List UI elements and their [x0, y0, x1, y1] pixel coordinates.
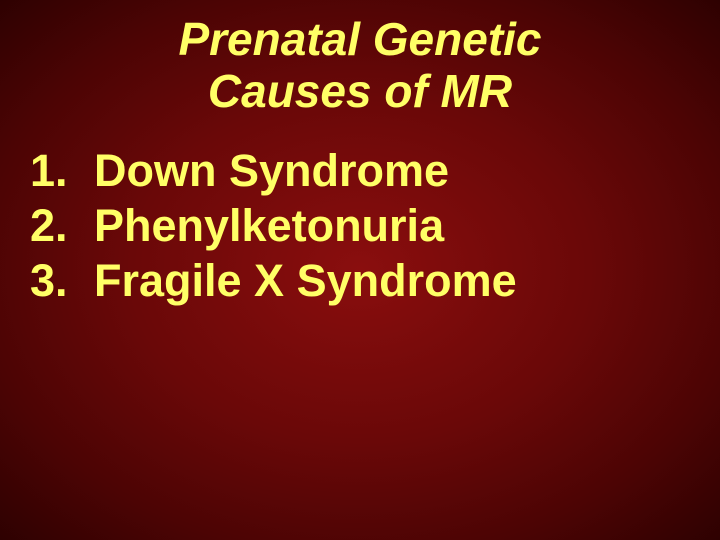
- title-line-2: Causes of MR: [208, 65, 512, 117]
- list-item: 3. Fragile X Syndrome: [30, 254, 690, 309]
- list-number: 2.: [30, 199, 94, 254]
- list-number: 3.: [30, 254, 94, 309]
- list-text: Fragile X Syndrome: [94, 254, 690, 309]
- list-item: 2. Phenylketonuria: [30, 199, 690, 254]
- numbered-list: 1. Down Syndrome 2. Phenylketonuria 3. F…: [30, 144, 690, 309]
- title-line-1: Prenatal Genetic: [178, 13, 541, 65]
- list-text: Down Syndrome: [94, 144, 690, 199]
- list-text: Phenylketonuria: [94, 199, 690, 254]
- list-item: 1. Down Syndrome: [30, 144, 690, 199]
- list-number: 1.: [30, 144, 94, 199]
- slide: Prenatal Genetic Causes of MR 1. Down Sy…: [0, 0, 720, 540]
- slide-title: Prenatal Genetic Causes of MR: [0, 14, 720, 117]
